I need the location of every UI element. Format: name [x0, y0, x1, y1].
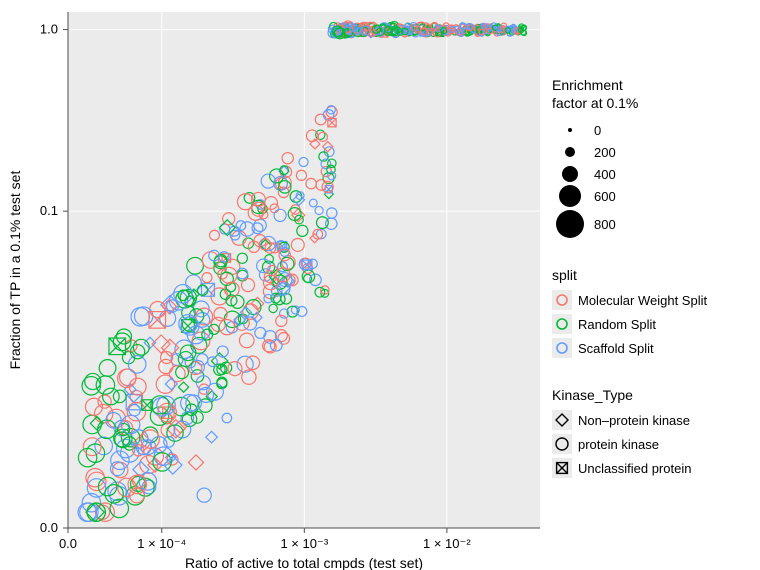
x-tick-label: 1 × 10⁻³ — [280, 536, 328, 551]
color-legend-key-bg — [552, 290, 572, 310]
scatter-chart: 0.0 1 × 10⁻⁴ 1 × 10⁻³ 1 × 10⁻² 0.0 0.1 1.0 Rati… — [0, 0, 760, 570]
y-tick-label: 0.0 — [40, 520, 58, 535]
size-legend-label: 0 — [594, 123, 601, 138]
color-legend-label: Random Split — [578, 317, 656, 332]
size-legend-swatch — [568, 128, 572, 132]
shape-legend-key-bg — [552, 410, 572, 430]
size-legend-swatch — [565, 147, 575, 157]
x-axis-label: Ratio of active to total cmpds (test set… — [185, 555, 423, 570]
size-legend-swatch — [562, 166, 578, 182]
size-legend: Enrichment factor at 0.1% 0 200 400 600 800 — [552, 77, 638, 238]
x-tick-label: 1 × 10⁻² — [423, 536, 471, 551]
size-legend-swatch — [559, 185, 581, 207]
x-tick-label: 1 × 10⁻⁴ — [137, 536, 186, 551]
shape-legend: Kinase_Type Non–protein kinase protein kin… — [552, 387, 691, 478]
x-tick-label: 0.0 — [59, 536, 77, 551]
shape-legend-label: Non–protein kinase — [578, 413, 690, 428]
color-legend-key-bg — [552, 338, 572, 358]
size-legend-label: 600 — [594, 189, 616, 204]
size-legend-label: 800 — [594, 217, 616, 232]
shape-legend-title: Kinase_Type — [552, 387, 633, 403]
color-legend-title: split — [552, 267, 577, 283]
shape-legend-label: protein kinase — [578, 437, 659, 452]
color-legend: splitMolecular Weight Split Random Split S… — [552, 267, 707, 358]
y-tick-label: 0.1 — [40, 203, 58, 218]
size-legend-swatch — [556, 210, 584, 238]
size-legend-title-2: factor at 0.1% — [552, 95, 638, 111]
size-legend-title-1: Enrichment — [552, 77, 623, 93]
color-legend-key-bg — [552, 314, 572, 334]
y-tick-label: 1.0 — [40, 22, 58, 37]
y-axis-label: Fraction of TP in a 0.1% test set — [7, 171, 23, 370]
color-legend-label: Molecular Weight Split — [578, 293, 707, 308]
size-legend-label: 200 — [594, 145, 616, 160]
size-legend-label: 400 — [594, 167, 616, 182]
color-legend-label: Scaffold Split — [578, 341, 654, 356]
shape-legend-key-bg — [552, 434, 572, 454]
shape-legend-label: Unclassified protein — [578, 461, 691, 476]
